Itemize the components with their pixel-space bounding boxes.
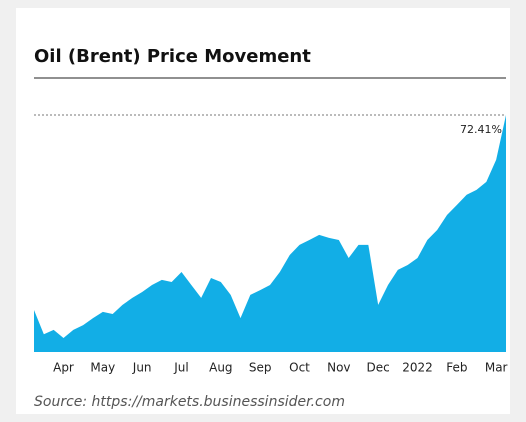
x-tick-label: Oct: [289, 361, 310, 375]
chart-title: Oil (Brent) Price Movement: [34, 46, 311, 67]
x-tick-label: Apr: [53, 361, 74, 375]
x-tick-label: Feb: [446, 361, 467, 375]
x-tick-label: Jul: [173, 361, 188, 375]
x-tick-label: Nov: [327, 361, 350, 375]
x-tick-label: Aug: [209, 361, 232, 375]
x-tick-label: Mar: [485, 361, 508, 375]
x-tick-label: Sep: [249, 361, 272, 375]
x-tick-label: May: [90, 361, 115, 375]
card: [16, 8, 510, 414]
area: [34, 115, 506, 352]
x-tick-label: Dec: [367, 361, 390, 375]
x-tick-label: Jun: [132, 361, 152, 375]
source: Source: https://markets.businessinsider.…: [34, 394, 345, 410]
x-tick-label: 2022: [402, 361, 433, 375]
reference-label: 72.41%: [460, 123, 502, 136]
